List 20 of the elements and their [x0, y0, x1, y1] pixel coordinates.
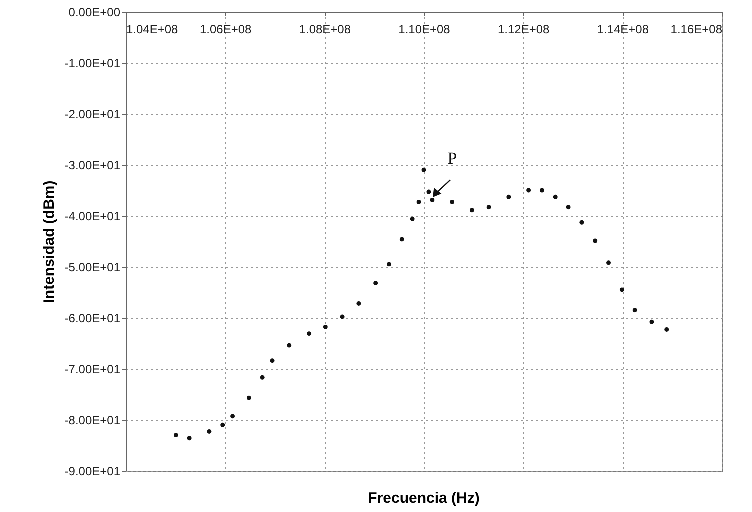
annotation: P [448, 149, 458, 168]
y-tick-label: -5.00E+01 [64, 260, 121, 274]
x-tick-label: 1.08E+08 [299, 22, 352, 36]
y-axis-title: Intensidad (dBm) [40, 180, 58, 304]
y-tick-label: -4.00E+01 [64, 210, 121, 224]
y-tick-label: -9.00E+01 [64, 464, 121, 478]
y-tick-label: -6.00E+01 [64, 312, 121, 326]
x-tick-label: 1.10E+08 [398, 22, 451, 36]
x-tick-label: 1.04E+08 [126, 22, 179, 36]
x-tick-label: 1.12E+08 [498, 22, 550, 36]
y-tick-label: 0.00E+00 [68, 6, 121, 20]
y-tick-label: -2.00E+01 [64, 108, 121, 122]
y-tick-label: -3.00E+01 [64, 158, 121, 172]
x-tick-label: 1.16E+08 [670, 22, 723, 36]
y-tick-label: -7.00E+01 [64, 362, 121, 376]
x-tick-label: 1.06E+08 [200, 22, 252, 36]
x-axis-title: Frecuencia (Hz) [368, 490, 480, 507]
y-tick-label: -1.00E+01 [64, 56, 121, 70]
x-tick-label: 1.14E+08 [597, 22, 650, 36]
y-tick-label: -8.00E+01 [64, 414, 121, 428]
